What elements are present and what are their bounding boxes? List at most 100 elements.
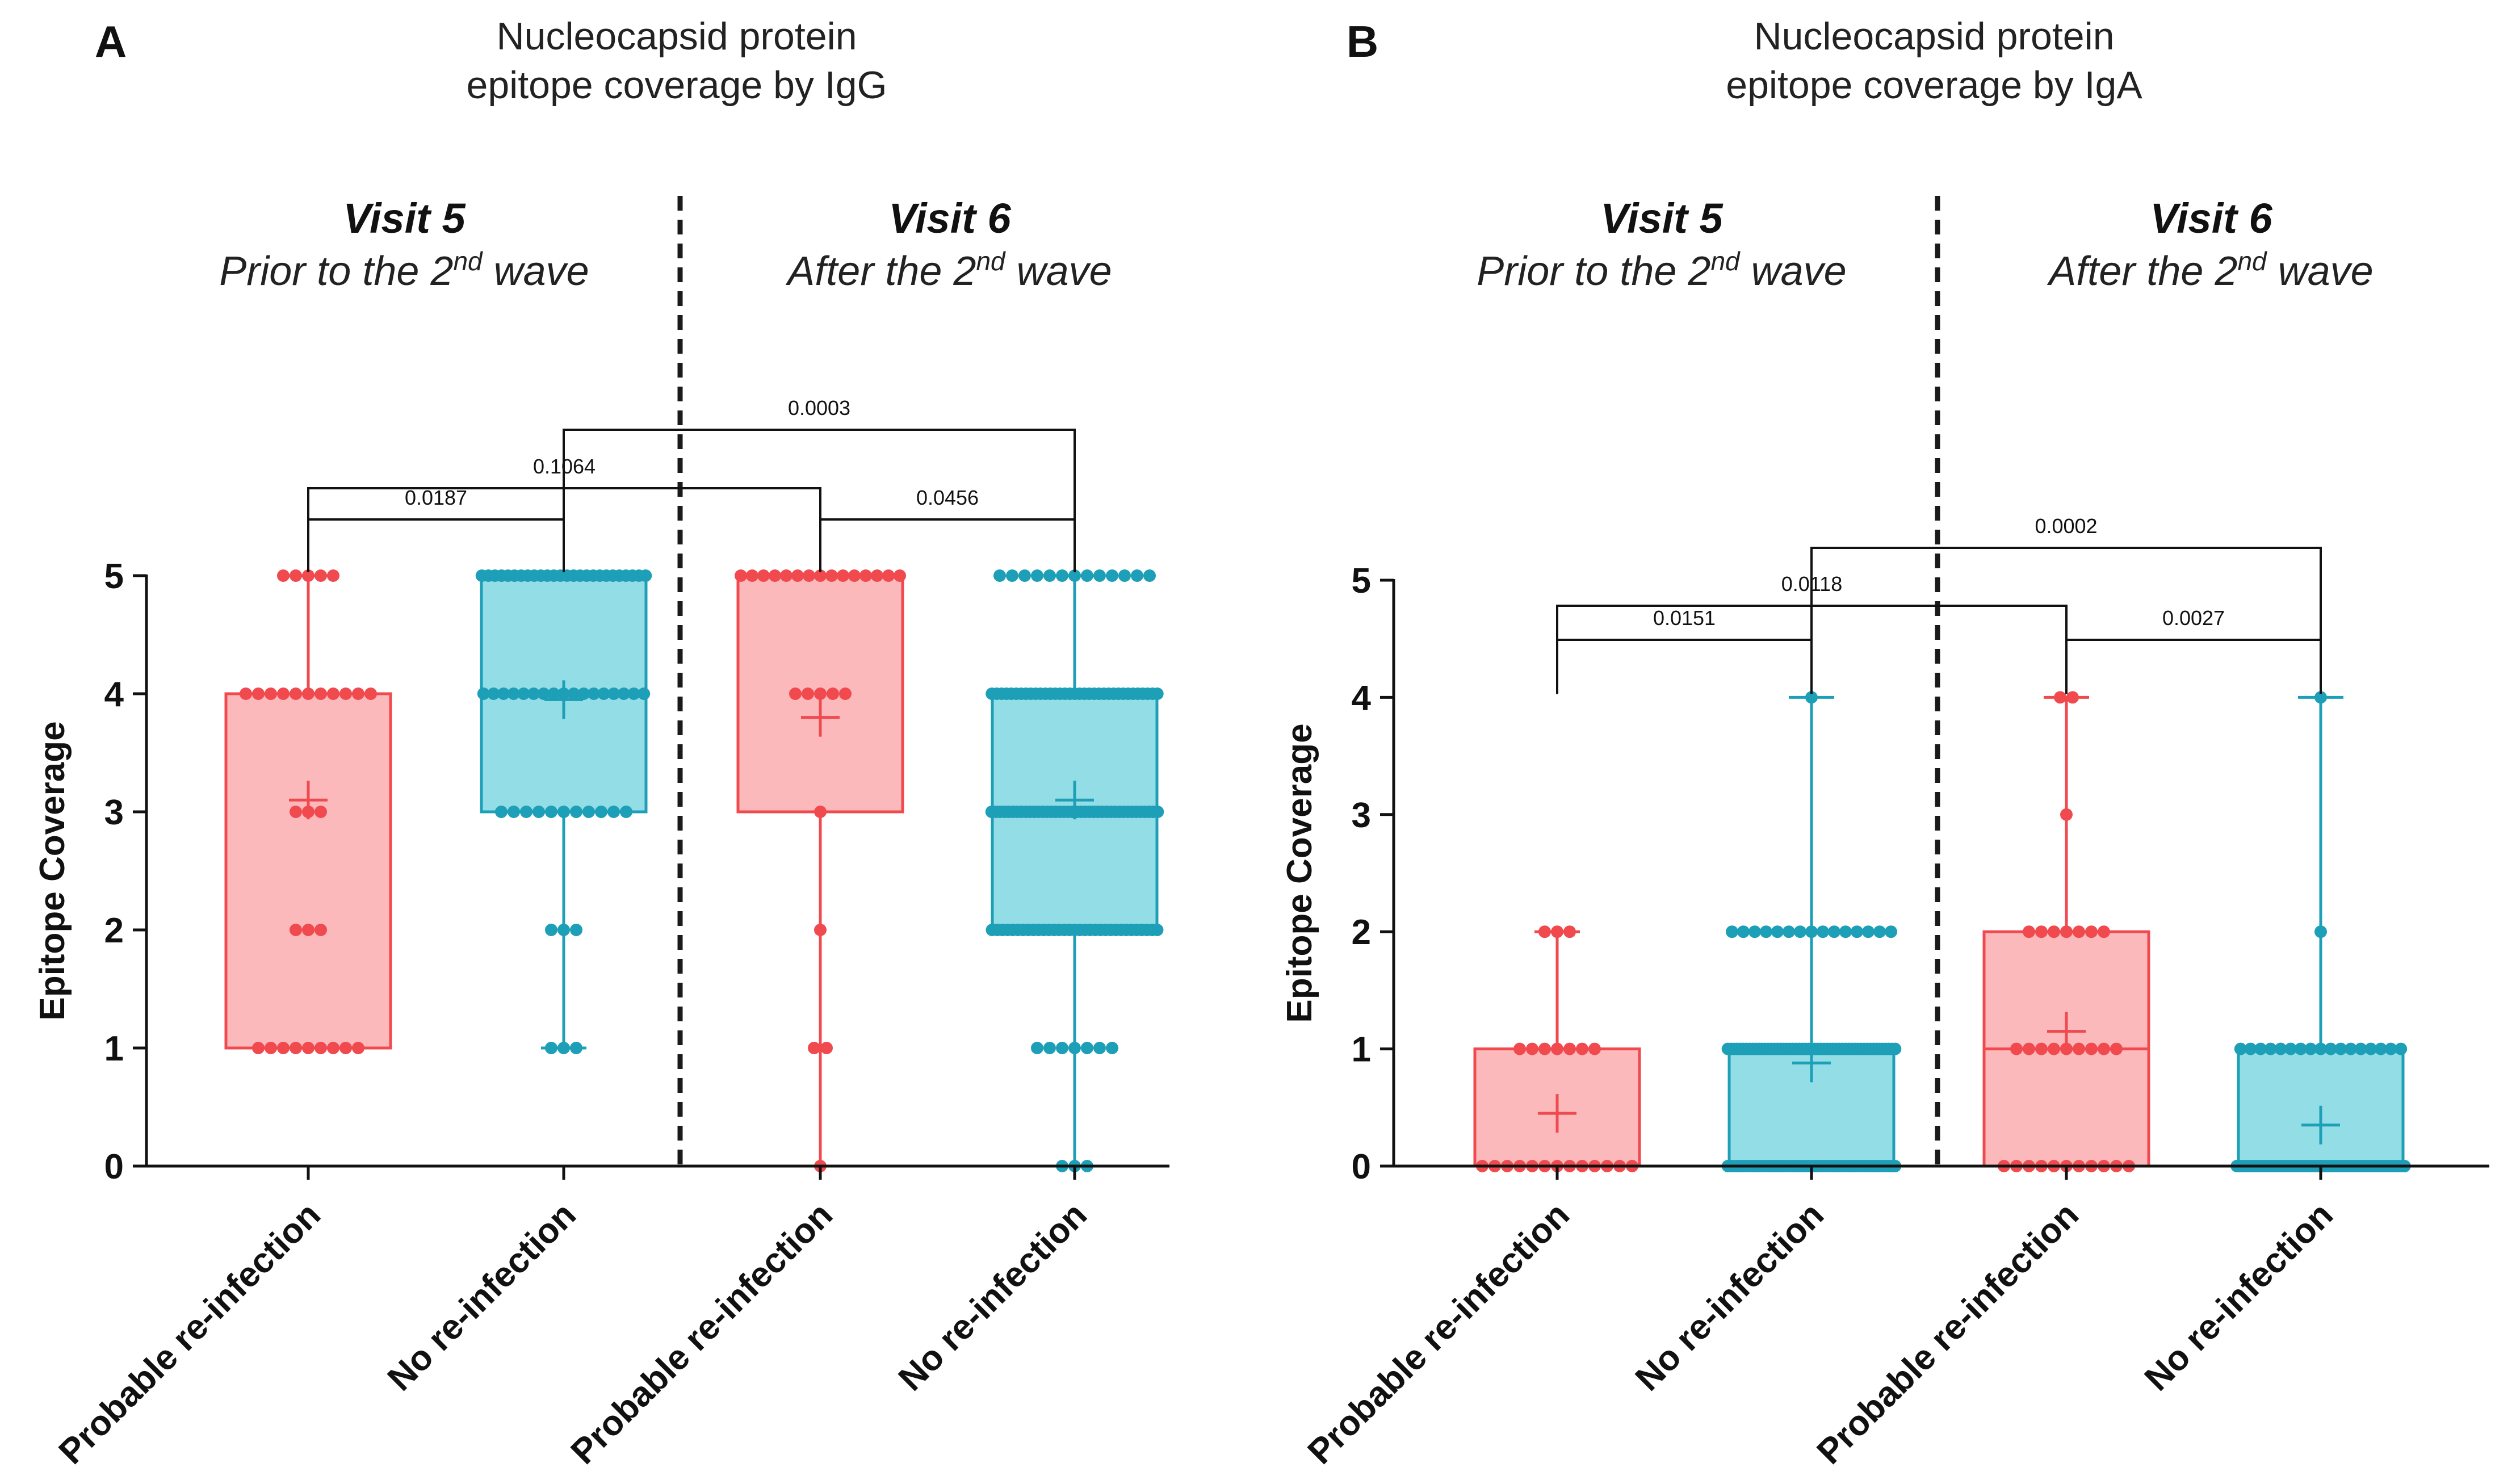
data-point — [2274, 1042, 2287, 1055]
data-point — [2060, 808, 2073, 821]
data-point — [2284, 1042, 2297, 1055]
data-point — [339, 687, 352, 700]
box-1 — [1473, 925, 1641, 1172]
panel-b-group2-subtitle: After the 2nd wave — [2047, 246, 2373, 294]
data-point — [1106, 569, 1118, 582]
data-point — [1551, 925, 1563, 938]
y-tick-label: 2 — [1352, 913, 1371, 952]
data-point — [557, 806, 570, 818]
data-point — [520, 806, 532, 818]
p-value-label: 0.0002 — [2035, 514, 2097, 538]
data-point — [1737, 925, 1750, 938]
data-point — [607, 806, 620, 818]
data-point — [1760, 925, 1772, 938]
data-point — [1043, 569, 1056, 582]
box-3 — [735, 569, 906, 1172]
data-point — [627, 687, 640, 700]
data-point — [1081, 1042, 1093, 1054]
data-point — [2023, 925, 2035, 938]
data-point — [2066, 691, 2079, 704]
panel-a-header: A Nucleocapsid protein epitope coverage … — [95, 15, 1112, 294]
data-point — [302, 569, 315, 582]
data-point — [839, 687, 852, 700]
p-value-label: 0.0151 — [1653, 606, 1716, 630]
data-point — [2073, 925, 2085, 938]
data-point — [2294, 1042, 2307, 1055]
data-point — [2098, 1042, 2110, 1055]
data-point — [2244, 1042, 2257, 1055]
data-point — [1748, 925, 1761, 938]
panel-a-title-line2: epitope coverage by IgG — [467, 64, 887, 107]
data-point — [315, 687, 327, 700]
data-point — [1093, 1042, 1106, 1054]
data-point — [2314, 691, 2327, 704]
data-point — [339, 1042, 352, 1054]
data-point — [477, 687, 490, 700]
data-point — [570, 924, 582, 936]
data-point — [993, 569, 1006, 582]
data-point — [2035, 925, 2048, 938]
data-point — [2344, 1042, 2357, 1055]
data-point — [1068, 1042, 1081, 1054]
y-axis-title: Epitope Coverage — [33, 721, 72, 1020]
data-point — [252, 687, 265, 700]
data-point — [859, 569, 872, 582]
p-value-label: 0.0187 — [405, 486, 467, 509]
data-point — [1043, 1042, 1056, 1054]
data-point — [582, 806, 595, 818]
box-4 — [985, 569, 1164, 1172]
data-point — [327, 687, 339, 700]
data-point — [1018, 569, 1031, 582]
data-point — [2010, 1042, 2023, 1055]
data-point — [1885, 925, 1897, 938]
data-point — [277, 569, 290, 582]
p-value-label: 0.0003 — [788, 396, 850, 420]
data-point — [290, 569, 302, 582]
panel-a-group1-subtitle: Prior to the 2nd wave — [219, 246, 589, 294]
data-point — [1588, 1042, 1601, 1055]
data-point — [1106, 1042, 1118, 1054]
data-point — [1563, 1042, 1576, 1055]
data-point — [1828, 925, 1840, 938]
box-3 — [1982, 691, 2150, 1172]
data-point — [327, 1042, 339, 1054]
data-point — [302, 687, 315, 700]
data-point — [487, 687, 500, 700]
panel-a-group2-subtitle: After the 2nd wave — [785, 246, 1112, 294]
data-point — [802, 687, 814, 700]
panel-b-header: B Nucleocapsid protein epitope coverage … — [1347, 15, 2374, 294]
data-point — [545, 924, 557, 936]
data-point — [290, 1042, 302, 1054]
data-point — [2085, 1042, 2098, 1055]
data-point — [1031, 1042, 1043, 1054]
data-point — [1839, 925, 1852, 938]
data-point — [364, 687, 377, 700]
data-point — [735, 569, 747, 582]
data-point — [2035, 1042, 2048, 1055]
data-point — [1551, 1042, 1563, 1055]
data-point — [315, 569, 327, 582]
data-point — [570, 1042, 582, 1054]
data-point — [1031, 569, 1043, 582]
y-tick-label: 3 — [1352, 796, 1371, 835]
data-point — [315, 1042, 327, 1054]
data-point — [2374, 1042, 2387, 1055]
data-point — [882, 569, 895, 582]
data-point — [570, 806, 582, 818]
y-tick-label: 0 — [1352, 1147, 1371, 1187]
data-point — [2254, 1042, 2267, 1055]
data-point — [1783, 925, 1795, 938]
data-point — [1056, 569, 1068, 582]
data-point — [2110, 1042, 2123, 1055]
data-point — [532, 806, 545, 818]
data-point — [545, 806, 557, 818]
data-point — [587, 687, 600, 700]
significance-bracket — [563, 429, 1076, 572]
data-point — [1143, 569, 1156, 582]
data-point — [791, 569, 804, 582]
data-point — [1771, 925, 1784, 938]
data-point — [1805, 925, 1818, 938]
data-point — [1817, 925, 1829, 938]
data-point — [567, 687, 580, 700]
